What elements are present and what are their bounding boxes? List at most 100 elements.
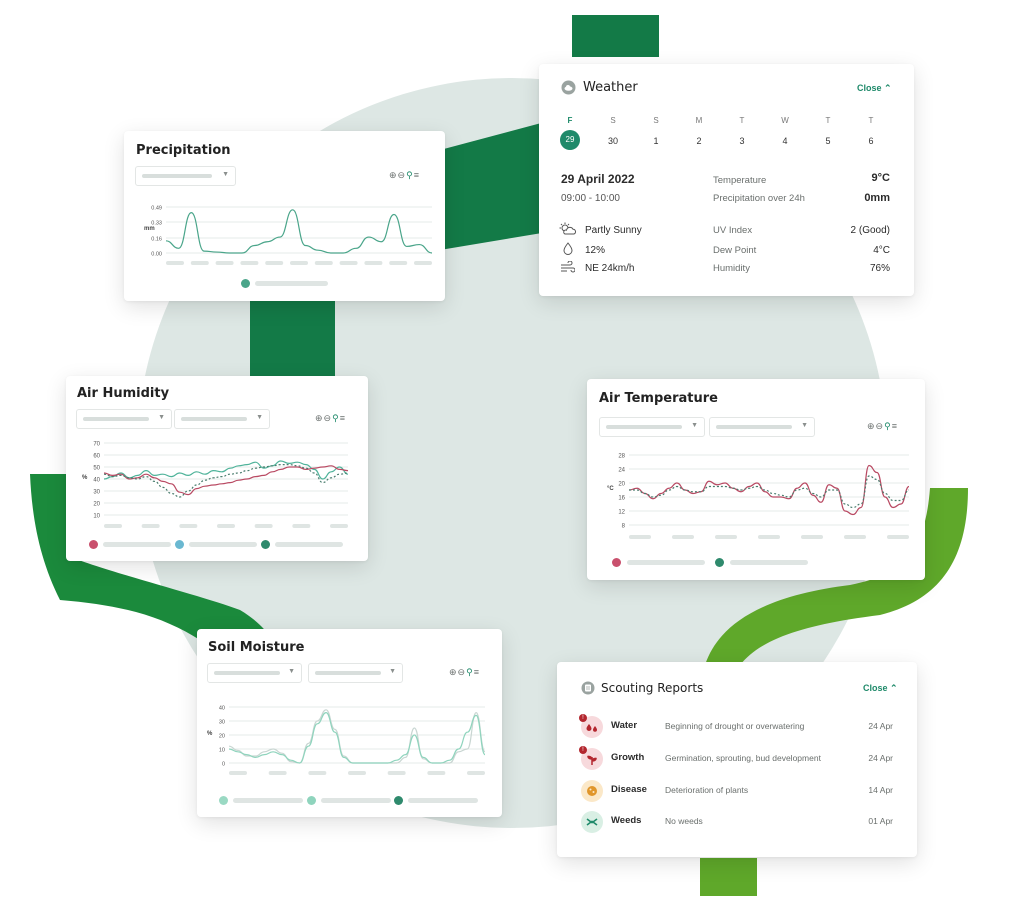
day-button[interactable]: 29 xyxy=(560,130,580,150)
y-axis-label: °C xyxy=(607,486,614,492)
chevron-down-icon: ▼ xyxy=(801,422,808,429)
close-button[interactable]: Close ⌃ xyxy=(863,683,898,694)
air-humidity-card: Air Humidity ▼ ▼ ⊕⊖⚲≡ 70 60 50 40 30 20 10% xyxy=(66,376,368,561)
zoom-in-icon[interactable]: ⊕ xyxy=(315,413,324,423)
y-tick-label: 28 xyxy=(618,454,625,460)
x-tick-label xyxy=(389,261,408,265)
legend-label xyxy=(627,560,705,565)
day-button[interactable]: 3 xyxy=(739,136,745,146)
zoom-out-icon[interactable]: ⊖ xyxy=(457,667,467,677)
card-title: Soil Moisture xyxy=(208,640,305,655)
wind-icon xyxy=(561,261,575,273)
card-title: Air Temperature xyxy=(599,391,718,406)
day-button[interactable]: 4 xyxy=(782,136,788,146)
report-row-growth[interactable]: ! Growth Germination, sprouting, bud dev… xyxy=(557,746,917,774)
day-letter: S xyxy=(610,116,616,125)
zoom-out-icon[interactable]: ⊖ xyxy=(397,170,407,180)
search-icon[interactable]: ⚲ xyxy=(466,667,474,677)
precipitation-period-dropdown[interactable]: ▼ xyxy=(135,166,236,186)
menu-icon[interactable]: ≡ xyxy=(891,421,898,431)
x-tick-label xyxy=(254,524,273,528)
scouting-reports-card: Scouting Reports Close ⌃ ! Water Beginni… xyxy=(557,662,917,857)
zoom-in-icon[interactable]: ⊕ xyxy=(867,421,876,431)
legend-dot[interactable] xyxy=(175,540,184,549)
precipitation-label: Precipitation over 24h xyxy=(713,193,805,204)
zoom-in-icon[interactable]: ⊕ xyxy=(449,667,458,677)
day-button[interactable]: 30 xyxy=(607,136,618,146)
y-axis-label: % xyxy=(82,475,88,481)
legend-dot[interactable] xyxy=(307,796,316,805)
legend-label xyxy=(233,798,303,803)
search-icon[interactable]: ⚲ xyxy=(406,170,414,180)
y-tick-label: 0.00 xyxy=(151,252,162,258)
uv-value: 2 (Good) xyxy=(850,225,890,236)
legend-dot[interactable] xyxy=(394,796,403,805)
legend-dot[interactable] xyxy=(715,558,724,567)
day-letter: S xyxy=(653,116,659,125)
close-button[interactable]: Close ⌃ xyxy=(857,83,892,94)
y-tick-label: 40 xyxy=(219,706,225,712)
humidity-value: 76% xyxy=(869,263,890,274)
precipitation-value: 0mm xyxy=(864,192,890,204)
legend-dot[interactable] xyxy=(89,540,98,549)
x-tick-label xyxy=(308,771,327,775)
legend-label xyxy=(730,560,808,565)
alert-badge: ! xyxy=(579,746,587,754)
x-tick-label xyxy=(229,771,247,775)
x-tick-label xyxy=(414,261,432,265)
humidity-period-dropdown[interactable]: ▼ xyxy=(76,409,172,429)
legend-dot[interactable] xyxy=(241,279,250,288)
humidity-label: Humidity xyxy=(713,263,750,274)
x-tick-label xyxy=(887,535,909,539)
zoom-out-icon[interactable]: ⊖ xyxy=(323,413,333,423)
close-label: Close xyxy=(863,683,888,693)
y-tick-label: 24 xyxy=(618,468,625,474)
report-row-water[interactable]: ! Water Beginning of drought or overwate… xyxy=(557,714,917,742)
day-button[interactable]: 2 xyxy=(696,136,702,146)
water-drops-icon xyxy=(581,716,603,738)
y-tick-label: 20 xyxy=(219,734,225,740)
report-row-weeds[interactable]: Weeds No weeds 01 Apr xyxy=(557,809,917,837)
zoom-out-icon[interactable]: ⊖ xyxy=(875,421,885,431)
x-tick-label xyxy=(290,261,308,265)
day-letter: M xyxy=(695,116,703,125)
chevron-down-icon: ▼ xyxy=(389,668,396,675)
menu-icon[interactable]: ≡ xyxy=(339,413,346,423)
humidity-station-dropdown[interactable]: ▼ xyxy=(174,409,270,429)
x-tick-label xyxy=(292,524,311,528)
condition-text: Partly Sunny xyxy=(585,225,642,236)
close-label: Close xyxy=(857,83,882,93)
report-date: 24 Apr xyxy=(868,721,893,731)
temperature-value: 9°C xyxy=(871,172,890,184)
soil-moisture-card: Soil Moisture ▼ ▼ ⊕⊖⚲≡ 40 30 20 10 0% xyxy=(197,629,502,817)
cloud-icon xyxy=(561,80,576,95)
day-button[interactable]: 5 xyxy=(825,136,831,146)
legend-dot[interactable] xyxy=(261,540,270,549)
soil-station-dropdown[interactable]: ▼ xyxy=(308,663,403,683)
temperature-period-dropdown[interactable]: ▼ xyxy=(599,417,705,437)
menu-icon[interactable]: ≡ xyxy=(473,667,480,677)
soil-period-dropdown[interactable]: ▼ xyxy=(207,663,302,683)
search-icon[interactable]: ⚲ xyxy=(332,413,340,423)
day-button[interactable]: 6 xyxy=(868,136,874,146)
soil-moisture-chart: 40 30 20 10 0% xyxy=(207,706,486,775)
day-button[interactable]: 1 xyxy=(653,136,659,146)
precipitation-chart: 0.49 0.33 0.16 0.00 mm xyxy=(144,206,433,265)
y-tick-label: 10 xyxy=(219,748,225,754)
menu-icon[interactable]: ≡ xyxy=(413,170,420,180)
legend-dot[interactable] xyxy=(612,558,621,567)
x-tick-label xyxy=(427,771,446,775)
temperature-station-dropdown[interactable]: ▼ xyxy=(709,417,815,437)
report-row-disease[interactable]: Disease Deterioration of plants 14 Apr xyxy=(557,778,917,806)
legend-dot[interactable] xyxy=(219,796,228,805)
x-tick-label xyxy=(672,535,694,539)
legend-label xyxy=(321,798,391,803)
report-description: Beginning of drought or overwatering xyxy=(665,721,805,731)
search-icon[interactable]: ⚲ xyxy=(884,421,892,431)
x-tick-label xyxy=(190,261,209,265)
zoom-in-icon[interactable]: ⊕ xyxy=(389,170,398,180)
x-tick-label xyxy=(844,535,866,539)
series-line xyxy=(228,711,486,764)
x-tick-label xyxy=(715,535,737,539)
air-humidity-chart: 70 60 50 40 30 20 10% xyxy=(82,442,349,528)
